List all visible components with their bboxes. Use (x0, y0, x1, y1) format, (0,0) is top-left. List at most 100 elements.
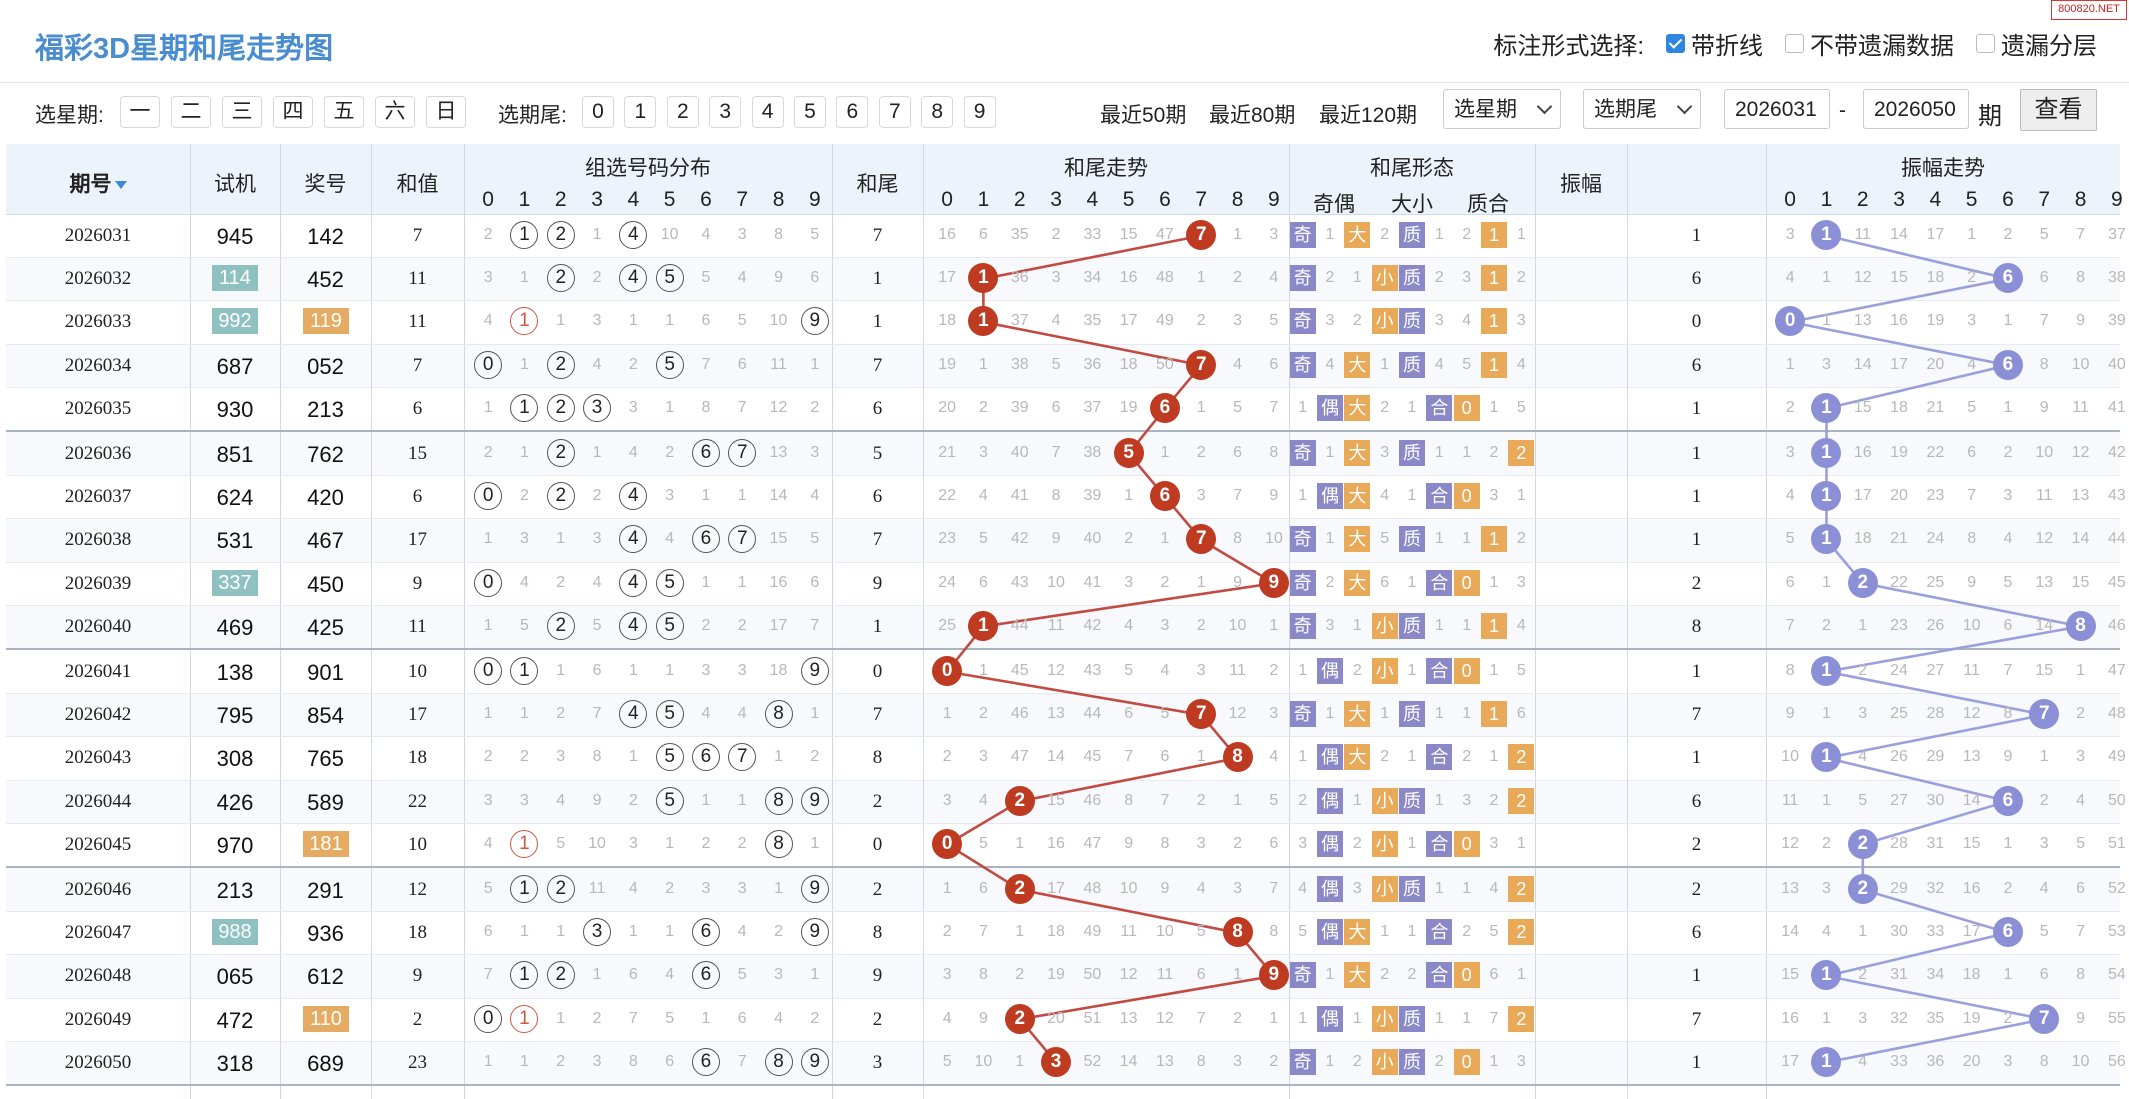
tail-pill-1[interactable]: 1 (624, 96, 657, 128)
group-ring: 1 (510, 1004, 539, 1033)
query-button[interactable]: 查看 (2020, 89, 2097, 131)
tail-pill-2[interactable]: 2 (666, 96, 699, 128)
group-omit: 1 (665, 662, 675, 679)
option-no-omission[interactable]: 不带遗漏数据 (1785, 26, 1954, 61)
tail-omit: 8 (1233, 530, 1242, 548)
week-pill-4[interactable]: 四 (273, 96, 313, 128)
amp-omit: 4 (1858, 1052, 1868, 1070)
form-omit: 1 (1489, 398, 1499, 416)
amp-omit: 5 (2039, 923, 2049, 941)
row-divider (6, 430, 2120, 432)
group-omit: 6 (810, 269, 820, 287)
amp-omit: 12 (1853, 269, 1872, 287)
period-header[interactable]: 期号 (6, 168, 190, 198)
tail-pill-3[interactable]: 3 (709, 96, 742, 128)
period-cell: 2026046 (64, 879, 132, 900)
amp-omit: 17 (1926, 226, 1945, 243)
sum-cell: 7 (412, 225, 423, 246)
tail-cell: 9 (872, 965, 883, 987)
amp-omit: 14 (1853, 355, 1872, 373)
group-omit: 2 (701, 616, 711, 634)
option-layered[interactable]: 遗漏分层 (1976, 26, 2097, 61)
amp-cell: 8 (1691, 615, 1702, 637)
tail-omit: 10 (1156, 923, 1174, 941)
tail-omit: 19 (1047, 966, 1065, 984)
amp-omit: 34 (1926, 966, 1945, 984)
form-tag: 2 (1508, 744, 1535, 771)
recent-50-link[interactable]: 最近50期 (1100, 104, 1187, 127)
amp-omit: 7 (2076, 226, 2085, 243)
amp-omit: 4 (1967, 355, 1977, 373)
form-tag: 大 (1344, 962, 1371, 989)
week-pill-1[interactable]: 一 (120, 96, 160, 128)
recent-120-link[interactable]: 最近120期 (1319, 104, 1418, 127)
week-pill-3[interactable]: 三 (222, 96, 262, 128)
amp-omit: 55 (2107, 1009, 2126, 1027)
tail-digit-header: 7 (1195, 188, 1208, 211)
amp-cell: 6 (1691, 790, 1702, 812)
group-omit: 1 (483, 398, 493, 416)
tail-omit: 5 (1124, 662, 1134, 679)
recent-80-link[interactable]: 最近80期 (1209, 104, 1296, 127)
group-omit: 3 (628, 834, 638, 852)
form-sub-header: 大小 (1391, 193, 1433, 216)
tail-pill-9[interactable]: 9 (963, 96, 996, 128)
form-tag: 奇 (1289, 1048, 1316, 1075)
group-omit: 16 (769, 573, 788, 591)
tail-pill-5[interactable]: 5 (794, 96, 826, 128)
col-divider (190, 144, 191, 1099)
row-divider (6, 822, 2120, 824)
amp-omit: 8 (2039, 1052, 2049, 1070)
week-select[interactable]: 选星期 (1443, 89, 1561, 129)
option-polyline[interactable]: 带折线 (1666, 26, 1763, 61)
week-pill-6[interactable]: 六 (375, 96, 415, 128)
row-divider (6, 911, 2120, 913)
group-ring: 5 (655, 568, 684, 597)
tail-pill-0[interactable]: 0 (582, 96, 614, 128)
option-label: 带折线 (1691, 33, 1763, 60)
checkbox[interactable] (1976, 34, 1995, 53)
select-value: 选期尾 (1594, 98, 1657, 121)
tail-pill-8[interactable]: 8 (921, 96, 954, 128)
tail-omit: 39 (1010, 398, 1029, 416)
form-omit: 1 (1489, 748, 1499, 766)
table-row: 2026034 687 052 7 0 1 2 4 2 5 7 6 11 1 7 19 1 38 5 36 18 50 7 4… (6, 344, 2126, 387)
group-omit: 7 (737, 398, 747, 416)
tail-omit: 37 (1010, 312, 1029, 330)
amp-omit: 32 (1890, 1009, 1908, 1027)
sort-desc-icon[interactable] (114, 181, 127, 190)
site-badge[interactable]: 800820.NET (2051, 0, 2127, 20)
form-omit: 5 (1516, 662, 1526, 679)
chevron-down-icon (1676, 98, 1693, 115)
amp-omit: 48 (2107, 705, 2126, 723)
group-omit: 3 (483, 791, 493, 809)
from-period-input[interactable]: 2026031 (1724, 89, 1830, 129)
group-omit: 2 (665, 444, 675, 461)
tail-omit: 2 (1233, 269, 1242, 287)
week-pill-5[interactable]: 五 (324, 96, 364, 128)
tail-omit: 1 (1233, 966, 1242, 984)
group-omit: 4 (483, 834, 493, 852)
sum-cell: 17 (408, 529, 427, 551)
sum-cell: 9 (412, 965, 423, 987)
form-omit: 1 (1462, 1009, 1472, 1027)
tail-select[interactable]: 选期尾 (1583, 89, 1701, 129)
prize-highlight: 181 (303, 830, 349, 857)
to-period-input[interactable]: 2026050 (1863, 89, 1969, 129)
checkbox[interactable] (1785, 34, 1804, 53)
tail-omit: 1 (1124, 487, 1134, 505)
check-icon[interactable] (1666, 34, 1685, 53)
week-pill-7[interactable]: 日 (426, 96, 466, 128)
range-dash: - (1839, 99, 1846, 122)
tail-pill-4[interactable]: 4 (751, 96, 784, 128)
form-omit: 1 (1462, 705, 1472, 723)
week-pill-2[interactable]: 二 (171, 96, 211, 128)
amp-digit-header: 3 (1893, 188, 1905, 211)
group-omit: 7 (737, 1052, 747, 1070)
tail-pill-7[interactable]: 7 (878, 96, 911, 128)
tail-omit: 4 (1269, 269, 1279, 287)
amp-omit: 4 (2039, 880, 2049, 897)
tail-pill-6[interactable]: 6 (836, 96, 869, 128)
amp-omit: 1 (1821, 573, 1831, 591)
group-omit: 2 (810, 748, 820, 766)
